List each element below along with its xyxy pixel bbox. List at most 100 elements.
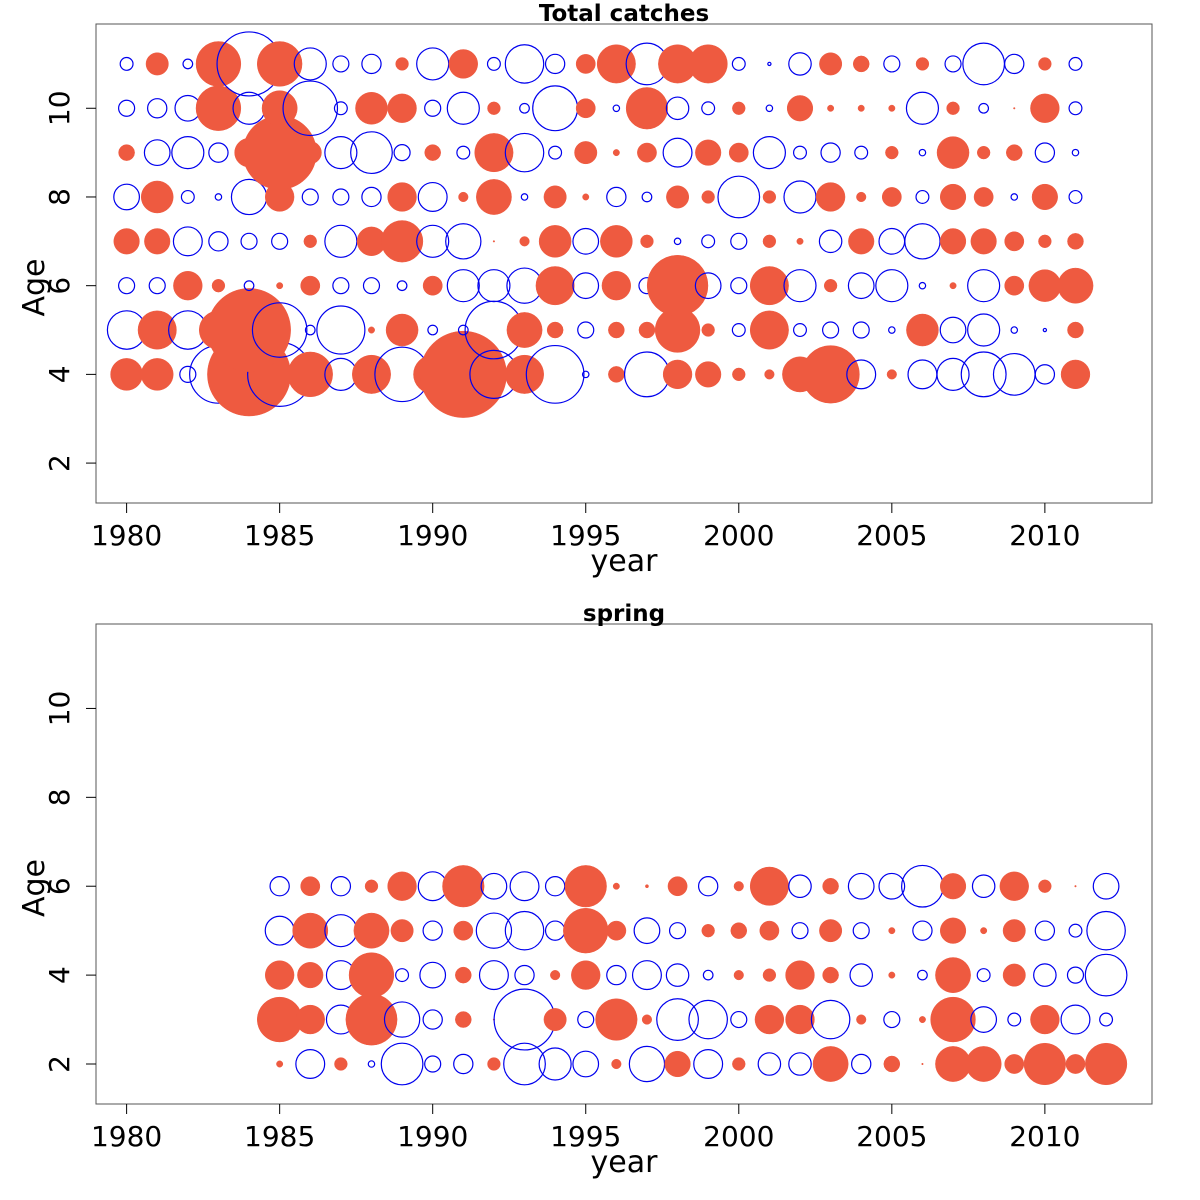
positive-residual-bubble (939, 183, 967, 211)
positive-residual-bubble (1038, 234, 1052, 248)
positive-residual-bubble (930, 996, 976, 1043)
positive-residual-bubble (387, 182, 417, 212)
positive-residual-bubble (612, 149, 620, 157)
y-axis-label: Age (17, 859, 52, 917)
negative-residual-bubble (324, 914, 358, 948)
negative-residual-bubble (852, 922, 870, 940)
negative-residual-bubble (304, 324, 316, 336)
negative-residual-bubble (962, 42, 1006, 86)
negative-residual-bubble (788, 1052, 812, 1076)
positive-residual-bubble (173, 271, 203, 301)
x-tick-label: 2005 (856, 1120, 927, 1153)
positive-residual-bubble (571, 960, 601, 990)
negative-residual-bubble (702, 969, 714, 981)
negative-residual-bubble (301, 188, 319, 206)
negative-residual-bubble (538, 1047, 572, 1081)
positive-residual-bubble (385, 313, 419, 347)
positive-residual-bubble (881, 187, 902, 207)
x-tick-label: 2000 (703, 1120, 774, 1153)
negative-residual-bubble (939, 316, 967, 344)
negative-residual-bubble (907, 359, 938, 390)
negative-residual-bubble (810, 999, 851, 1040)
positive-residual-bubble (387, 871, 417, 901)
negative-residual-bubble (395, 968, 410, 983)
negative-residual-bubble (767, 61, 772, 67)
positive-residual-bubble (939, 873, 967, 900)
negative-residual-bubble (883, 55, 901, 73)
positive-residual-bubble (600, 225, 633, 258)
positive-residual-bubble (666, 185, 690, 209)
y-tick-label: 4 (43, 966, 76, 984)
positive-residual-bubble (939, 917, 967, 944)
negative-residual-bubble (118, 99, 136, 117)
y-tick-label: 4 (43, 365, 76, 383)
positive-residual-bubble (476, 179, 512, 215)
negative-residual-bubble (730, 232, 748, 250)
positive-residual-bubble (1006, 144, 1023, 161)
negative-residual-bubble (422, 1009, 443, 1030)
positive-residual-bubble (1074, 885, 1077, 888)
positive-residual-bubble (390, 919, 414, 943)
positive-residual-bubble (662, 359, 693, 390)
negative-residual-bubble (701, 101, 716, 116)
positive-residual-bubble (574, 141, 598, 165)
x-tick-label: 2010 (1009, 1120, 1080, 1153)
negative-residual-bubble (665, 96, 690, 121)
positive-residual-bubble (965, 1046, 1002, 1082)
positive-residual-bubble (1030, 93, 1060, 123)
positive-residual-bubble (140, 358, 174, 391)
positive-residual-bubble (298, 141, 322, 165)
negative-residual-bubble (978, 102, 990, 114)
negative-residual-bubble (332, 55, 350, 73)
positive-residual-bubble (823, 279, 838, 293)
negative-residual-bubble (240, 232, 258, 250)
negative-residual-bubble (480, 872, 508, 900)
negative-residual-bubble (396, 280, 408, 292)
negative-residual-bubble (976, 968, 991, 983)
negative-residual-bubble (179, 365, 197, 383)
x-tick-label: 1990 (397, 1120, 468, 1153)
y-tick-label: 8 (43, 188, 76, 206)
negative-residual-bubble (878, 227, 906, 255)
positive-residual-bubble (211, 279, 226, 293)
negative-residual-bubble (180, 189, 195, 204)
positive-residual-bubble (1065, 1054, 1086, 1074)
positive-residual-bubble (474, 133, 514, 173)
positive-residual-bubble (946, 101, 960, 115)
positive-residual-bubble (419, 330, 507, 418)
negative-residual-bubble (264, 915, 295, 946)
positive-residual-bubble (287, 351, 333, 398)
positive-residual-bubble (641, 1014, 653, 1025)
positive-residual-bubble (827, 104, 835, 112)
positive-residual-bubble (973, 187, 994, 207)
negative-residual-bubble (422, 920, 443, 941)
positive-residual-bubble (936, 136, 970, 169)
positive-residual-bubble (637, 142, 657, 163)
negative-residual-bubble (820, 142, 841, 163)
positive-residual-bubble (918, 1016, 926, 1024)
positive-residual-bubble (550, 970, 561, 981)
y-tick-label: 10 (43, 691, 76, 727)
negative-residual-bubble (416, 47, 450, 81)
negative-residual-bubble (633, 917, 661, 945)
positive-residual-bubble (935, 957, 971, 993)
negative-residual-bubble (606, 964, 627, 986)
negative-residual-bubble (504, 910, 545, 951)
positive-residual-bubble (667, 876, 688, 897)
positive-residual-bubble (276, 282, 284, 290)
negative-residual-bubble (457, 324, 469, 336)
negative-residual-bubble (333, 101, 348, 116)
x-tick-label: 1980 (91, 519, 162, 552)
negative-residual-bubble (514, 964, 535, 986)
negative-residual-bubble (361, 53, 382, 75)
negative-residual-bubble (446, 91, 480, 125)
positive-residual-bubble (442, 865, 485, 908)
plot-frame (95, 623, 1153, 1105)
positive-residual-bubble (701, 190, 715, 204)
negative-residual-bubble (852, 321, 870, 339)
positive-residual-bubble (812, 1046, 849, 1082)
negative-residual-bubble (581, 370, 590, 379)
negative-residual-bubble (783, 180, 817, 214)
positive-residual-bubble (596, 44, 636, 84)
positive-residual-bubble (487, 1057, 501, 1071)
